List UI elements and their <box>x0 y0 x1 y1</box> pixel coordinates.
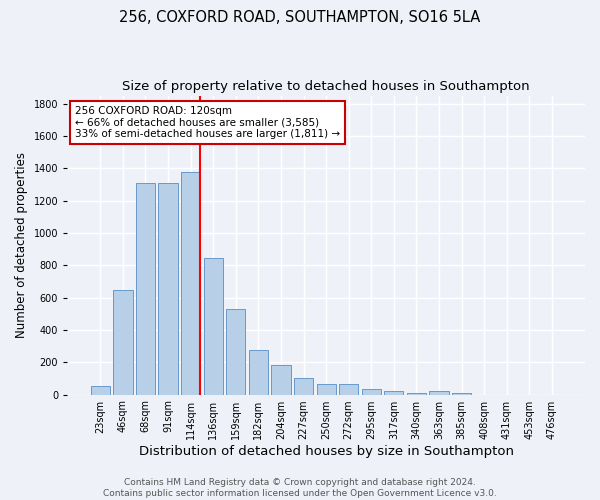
Text: 256 COXFORD ROAD: 120sqm
← 66% of detached houses are smaller (3,585)
33% of sem: 256 COXFORD ROAD: 120sqm ← 66% of detach… <box>75 106 340 139</box>
Bar <box>362 389 381 394</box>
Bar <box>203 258 223 394</box>
Text: 256, COXFORD ROAD, SOUTHAMPTON, SO16 5LA: 256, COXFORD ROAD, SOUTHAMPTON, SO16 5LA <box>119 10 481 25</box>
Bar <box>317 384 335 394</box>
Bar <box>136 183 155 394</box>
Bar <box>339 384 358 394</box>
Bar <box>430 390 449 394</box>
Y-axis label: Number of detached properties: Number of detached properties <box>15 152 28 338</box>
X-axis label: Distribution of detached houses by size in Southampton: Distribution of detached houses by size … <box>139 444 514 458</box>
Bar <box>452 393 471 394</box>
Bar <box>294 378 313 394</box>
Bar <box>384 390 403 394</box>
Title: Size of property relative to detached houses in Southampton: Size of property relative to detached ho… <box>122 80 530 93</box>
Bar <box>226 309 245 394</box>
Bar <box>249 350 268 395</box>
Bar <box>113 290 133 395</box>
Bar <box>181 172 200 394</box>
Bar <box>91 386 110 394</box>
Text: Contains HM Land Registry data © Crown copyright and database right 2024.
Contai: Contains HM Land Registry data © Crown c… <box>103 478 497 498</box>
Bar <box>158 183 178 394</box>
Bar <box>271 364 290 394</box>
Bar <box>407 393 426 394</box>
